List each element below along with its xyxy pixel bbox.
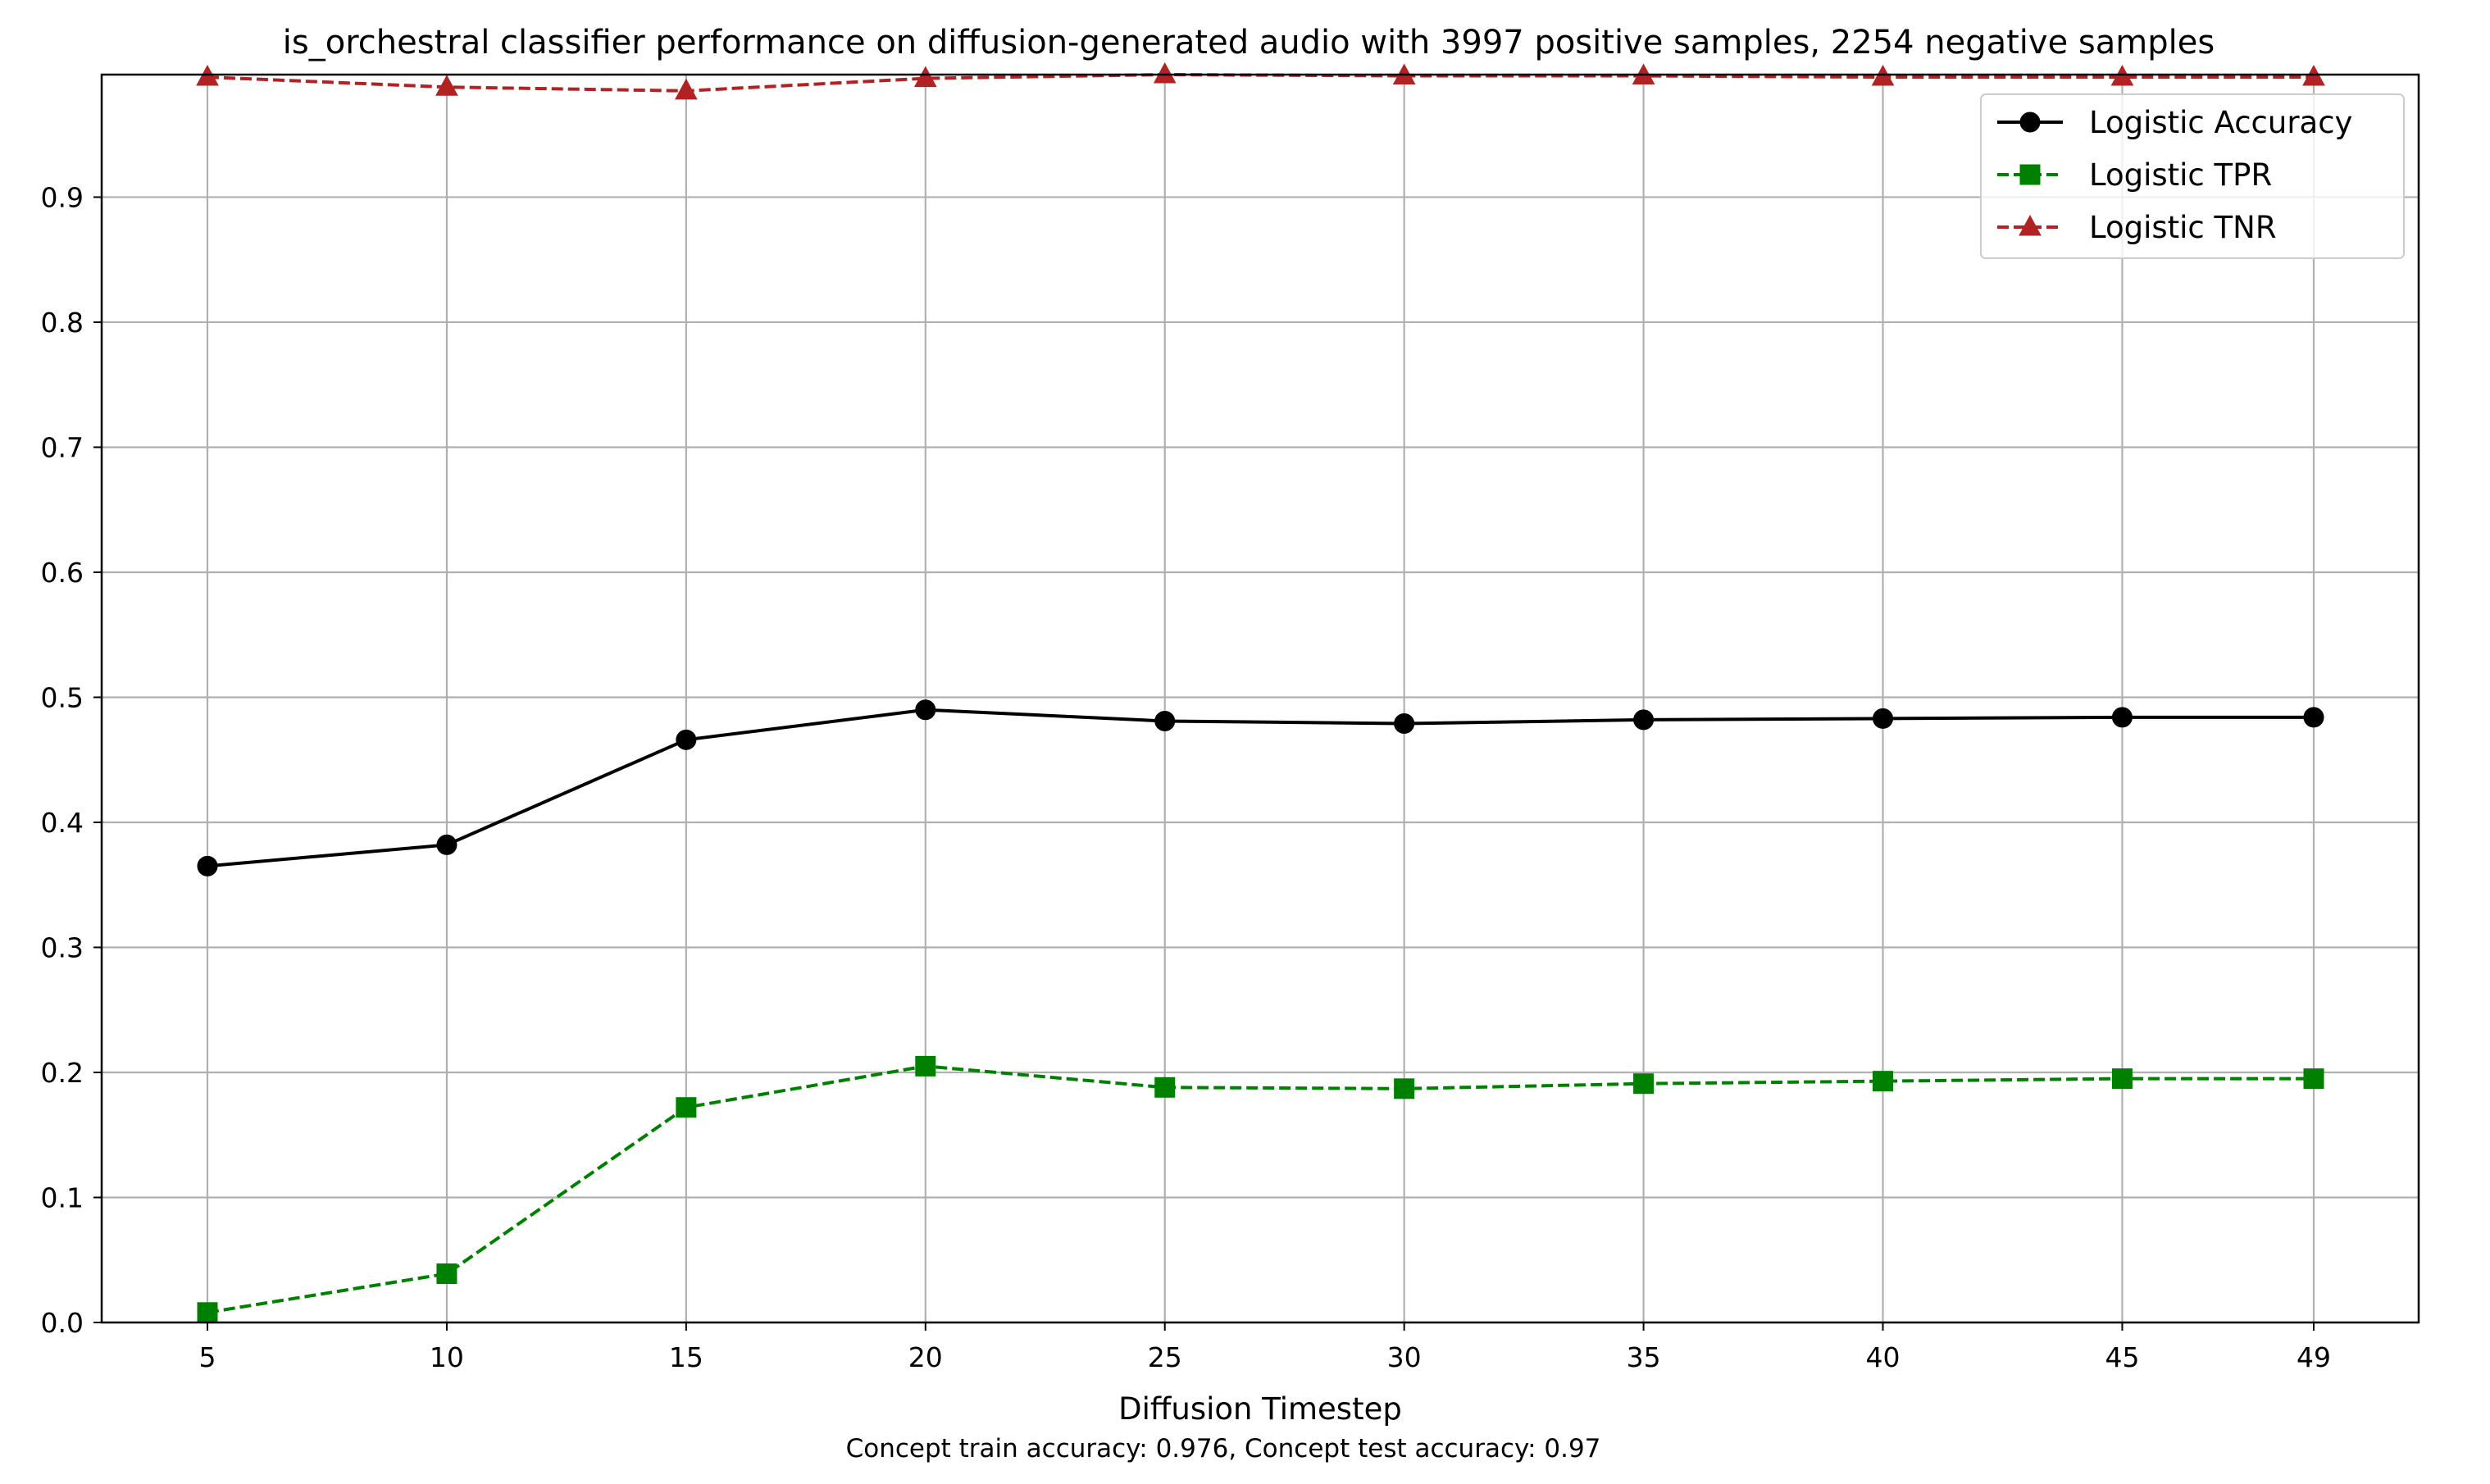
data-point-logistic-tpr [1873,1071,1894,1092]
x-tick-label: 45 [2105,1341,2139,1373]
y-tick-label: 0.6 [41,557,84,589]
y-tick-label: 0.0 [41,1307,84,1339]
legend-label-logistic-accuracy: Logistic Accuracy [2089,105,2352,140]
data-point-logistic-tpr [436,1263,457,1285]
data-point-logistic-tnr [675,78,698,100]
data-point-logistic-accuracy [2111,707,2133,728]
series-logistic-accuracy [197,699,2324,876]
y-tick-label: 0.2 [41,1057,84,1089]
y-tick-label: 0.5 [41,681,84,713]
series-logistic-tpr [197,1055,2324,1323]
series-line-logistic-accuracy [207,708,2314,868]
data-point-logistic-accuracy [1394,713,1415,735]
x-axis-label: Diffusion Timestep [1118,1391,1402,1427]
data-point-logistic-tpr [676,1097,697,1118]
data-point-logistic-accuracy [915,699,936,721]
x-tick-label: 49 [2297,1341,2331,1373]
data-point-logistic-accuracy [197,855,218,876]
legend-box [1980,93,2405,259]
data-point-logistic-accuracy [1633,709,1655,731]
data-point-logistic-accuracy [1154,710,1176,731]
data-point-logistic-tpr [2111,1068,2133,1090]
axis-ticks: 5 10 15 20 25 30 35 40 45 49 0.0 0.1 0.2 0.3 0.4 0.5 0.6… [41,181,2331,1373]
y-tick-label: 0.3 [41,931,84,963]
data-point-logistic-tnr [1153,61,1177,84]
x-tick-label: 5 [199,1341,216,1373]
data-point-logistic-accuracy [2303,707,2324,728]
series-line-logistic-tpr [207,1064,2314,1314]
x-tick-label: 40 [1866,1341,1901,1373]
legend-label-logistic-tnr: Logistic TNR [2089,210,2277,245]
x-tick-label: 15 [669,1341,703,1373]
y-tick-label: 0.4 [41,807,84,839]
data-point-logistic-accuracy [676,729,697,750]
y-tick-label: 0.7 [41,431,84,463]
series-lines [196,61,2325,1323]
x-tick-label: 35 [1627,1341,1661,1373]
x-tick-label: 25 [1148,1341,1182,1373]
legend: Logistic Accuracy Logistic TPR Logistic TN… [1980,93,2405,259]
chart-title: is_orchestral classifier performance on … [283,24,2215,61]
data-point-logistic-tpr [1154,1077,1176,1098]
x-tick-label: 10 [430,1341,464,1373]
y-tick-label: 0.1 [41,1181,84,1213]
x-tick-label: 30 [1387,1341,1422,1373]
legend-marker-logistic-accuracy [2019,112,2041,133]
data-point-logistic-accuracy [1873,708,1894,729]
chart-footnote: Concept train accuracy: 0.976, Concept t… [846,1434,1601,1464]
series-line-logistic-tnr [207,73,2314,93]
data-point-logistic-tnr [435,75,458,96]
y-tick-label: 0.9 [41,181,84,213]
y-tick-label: 0.8 [41,307,84,339]
plot-frame [100,73,2420,1324]
legend-marker-logistic-tnr [2019,214,2042,236]
x-tick-label: 20 [908,1341,943,1373]
data-point-logistic-tpr [915,1055,936,1077]
data-point-logistic-tpr [1394,1078,1415,1099]
data-point-logistic-tpr [1633,1073,1655,1095]
legend-label-logistic-tpr: Logistic TPR [2089,157,2272,193]
legend-marker-logistic-tpr [2019,164,2041,185]
data-point-logistic-tpr [2303,1068,2324,1090]
data-point-logistic-accuracy [436,834,457,855]
data-point-logistic-tpr [197,1302,218,1323]
data-point-logistic-tnr [913,66,937,88]
